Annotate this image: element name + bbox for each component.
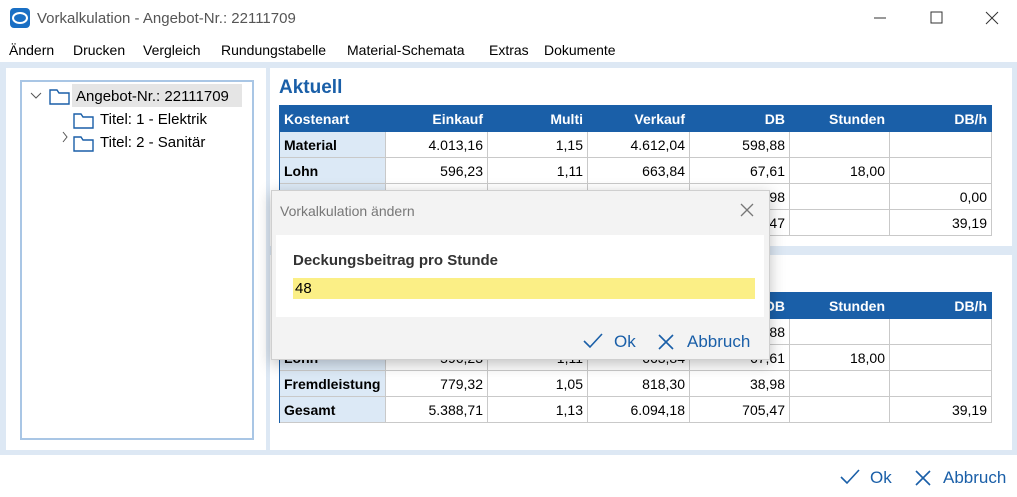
table-cell: 663,84	[588, 158, 690, 184]
table-cell: 18,00	[790, 345, 890, 371]
table-cell: 1,05	[488, 371, 588, 397]
ok-icon	[583, 333, 603, 349]
column-header: Einkauf	[386, 106, 488, 132]
column-header: Stunden	[790, 106, 890, 132]
menu-item[interactable]: Ändern	[9, 42, 55, 58]
table-cell: 596,23	[386, 158, 488, 184]
column-header: Kostenart	[280, 106, 386, 132]
table-cell	[790, 371, 890, 397]
table-cell: 705,47	[690, 397, 790, 423]
section-heading: Aktuell	[279, 77, 343, 98]
table-cell	[790, 319, 890, 345]
table-cell	[890, 158, 992, 184]
table-cell: Gesamt	[280, 397, 386, 423]
dialog-ok-button[interactable]: Ok	[614, 332, 636, 351]
window-controls[interactable]	[860, 0, 1017, 36]
cancel-icon	[658, 334, 674, 350]
table-cell: 38,98	[690, 371, 790, 397]
dialog-close[interactable]	[740, 203, 754, 217]
menu-item[interactable]: Dokumente	[544, 42, 616, 58]
tree-item[interactable]: Titel: 2 - Sanitär	[100, 134, 206, 151]
table-cell: 5.388,71	[386, 397, 488, 423]
dialog-body: Deckungsbeitrag pro Stunde 48	[276, 235, 764, 317]
tree-item[interactable]: Titel: 1 - Elektrik	[100, 111, 207, 128]
tree-icons	[30, 89, 94, 152]
table-cell	[790, 397, 890, 423]
table-cell: 779,32	[386, 371, 488, 397]
table-cell	[890, 319, 992, 345]
tree-box	[20, 80, 254, 440]
menu-item[interactable]: Extras	[489, 42, 529, 58]
table-cell: 39,19	[890, 210, 992, 236]
tree-panel: Angebot-Nr.: 22111709 Titel: 1 - Elektri…	[6, 68, 266, 450]
table-cell	[790, 210, 890, 236]
table-cell: Material	[280, 132, 386, 158]
window-title: Vorkalkulation - Angebot-Nr.: 22111709	[37, 10, 296, 27]
table-cell: 1,11	[488, 158, 588, 184]
menu-item[interactable]: Material-Schemata	[347, 42, 465, 58]
table-cell: Lohn	[280, 158, 386, 184]
table-cell	[890, 371, 992, 397]
column-header: Verkauf	[588, 106, 690, 132]
table-cell: Fremdleistung	[280, 371, 386, 397]
table-cell: 598,88	[690, 132, 790, 158]
title-bar: Vorkalkulation - Angebot-Nr.: 22111709	[0, 0, 1017, 36]
menu-item[interactable]: Vergleich	[143, 42, 201, 58]
table-cell: 67,61	[690, 158, 790, 184]
column-header: DB/h	[890, 106, 992, 132]
column-header: Multi	[488, 106, 588, 132]
table-cell: 1,15	[488, 132, 588, 158]
app-icon	[10, 8, 30, 28]
table-cell	[790, 132, 890, 158]
menu-item[interactable]: Drucken	[73, 42, 126, 58]
column-header: DB/h	[890, 293, 992, 319]
table-cell: 6.094,18	[588, 397, 690, 423]
ok-icon	[840, 469, 860, 485]
dialog: Vorkalkulation ändern Deckungsbeitrag pr…	[271, 190, 770, 360]
menu-item[interactable]: Rundungstabelle	[221, 42, 327, 58]
menu-bar: Ändern Drucken Vergleich Rundungstabelle Mat…	[0, 36, 1017, 62]
footer: Ok Abbruch	[0, 455, 1017, 497]
input-field[interactable]: 48	[293, 278, 755, 299]
column-header: Stunden	[790, 293, 890, 319]
table-cell	[890, 132, 992, 158]
table-cell: 818,30	[588, 371, 690, 397]
cancel-button[interactable]: Abbruch	[943, 468, 1007, 487]
cancel-icon	[915, 470, 931, 486]
table-cell: 4.013,16	[386, 132, 488, 158]
table-cell	[890, 345, 992, 371]
table-cell	[790, 184, 890, 210]
table-cell: 18,00	[790, 158, 890, 184]
table-cell: 0,00	[890, 184, 992, 210]
dialog-title: Vorkalkulation ändern	[280, 203, 415, 219]
tree-root[interactable]: Angebot-Nr.: 22111709	[76, 88, 229, 105]
table-cell: 4.612,04	[588, 132, 690, 158]
field-label: Deckungsbeitrag pro Stunde	[293, 252, 499, 269]
table-cell: 39,19	[890, 397, 992, 423]
dialog-cancel-button[interactable]: Abbruch	[687, 332, 751, 351]
tree-selection	[72, 84, 242, 107]
ok-button[interactable]: Ok	[870, 468, 892, 487]
column-header: DB	[690, 106, 790, 132]
table-cell: 1,13	[488, 397, 588, 423]
